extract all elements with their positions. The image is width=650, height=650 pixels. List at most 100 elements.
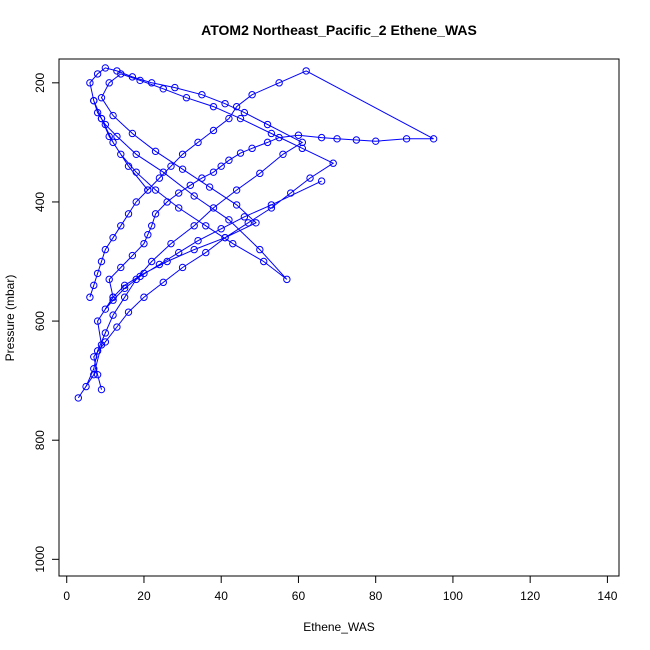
data-point [120,281,129,290]
data-point [97,385,106,394]
data-point [306,174,314,182]
data-point [147,79,156,87]
data-point [128,251,137,260]
data-point [225,114,233,123]
data-point [178,150,187,158]
data-point [263,138,272,147]
data-point [244,219,252,227]
data-point [317,133,326,142]
data-point [205,183,214,191]
data-point [267,129,276,138]
data-point [167,239,175,248]
data-point [105,79,113,87]
data-point [124,308,133,316]
data-point [101,305,110,313]
data-point [171,83,179,92]
data-point [190,245,198,254]
y-tick-label: 800 [33,430,47,450]
data-point [275,133,283,142]
data-point [232,186,241,194]
data-point [147,257,156,266]
data-point [198,91,206,99]
data-point [109,111,117,120]
data-point [402,135,411,143]
data-point [182,94,191,102]
data-point [140,239,148,248]
data-point [190,192,198,200]
data-point [117,263,125,272]
data-point [86,293,94,301]
data-point [93,108,102,117]
data-point [194,138,202,147]
data-point [329,159,337,167]
x-tick-label: 0 [63,589,70,603]
data-point [117,70,125,78]
data-point [275,79,283,87]
data-point [287,189,295,197]
data-point [256,245,264,254]
data-point [136,272,144,281]
data-point [232,102,241,111]
data-point [155,174,164,182]
data-point [74,394,83,402]
data-point [101,120,110,129]
data-point [140,293,148,301]
y-axis-title: Pressure (mbar) [3,275,17,362]
data-point [109,311,117,319]
data-point [236,114,245,123]
data-point [175,204,183,212]
x-tick-label: 100 [443,589,463,603]
data-point [124,162,133,170]
data-point [217,225,225,233]
data-point [97,257,106,266]
data-point [263,120,272,129]
data-point [86,79,94,87]
data-point [109,296,117,304]
data-point [109,293,117,301]
data-point [155,260,164,269]
data-point [217,162,225,170]
data-point [101,64,110,72]
data-point [147,222,156,230]
y-axis: 200 400 600 800 1000 [33,72,59,573]
data-point [113,323,121,331]
data-point [209,102,218,111]
data-point [298,144,307,153]
x-tick-label: 60 [292,589,306,603]
data-point [82,382,90,391]
series-layer [74,64,438,402]
series-line [85,67,304,387]
x-tick-label: 80 [369,589,383,603]
data-point [225,156,233,164]
data-point [97,94,106,102]
data-point [317,177,326,185]
data-point [105,275,113,284]
data-point [190,222,198,230]
y-tick-label: 600 [33,311,47,331]
data-point [120,293,129,301]
data-point [283,275,291,284]
series-2 [82,64,307,391]
x-tick-label: 140 [597,589,617,603]
data-point [229,239,237,248]
x-axis-title: Ethene_WAS [303,620,375,634]
data-point [186,181,195,189]
data-point [175,189,183,197]
data-point [267,204,276,212]
data-point [236,149,245,157]
data-point [124,210,133,218]
x-tick-label: 40 [215,589,229,603]
y-tick-label: 1000 [33,546,47,573]
data-point [352,136,361,144]
data-point [175,248,183,257]
data-point [144,231,152,239]
data-point [202,248,210,257]
data-point [232,201,241,209]
x-axis: 0 20 40 60 80 100 120 140 [63,576,618,603]
data-point [248,91,256,99]
data-point [198,174,206,182]
data-point [132,198,140,206]
data-point [371,137,380,145]
y-tick-label: 200 [33,72,47,92]
